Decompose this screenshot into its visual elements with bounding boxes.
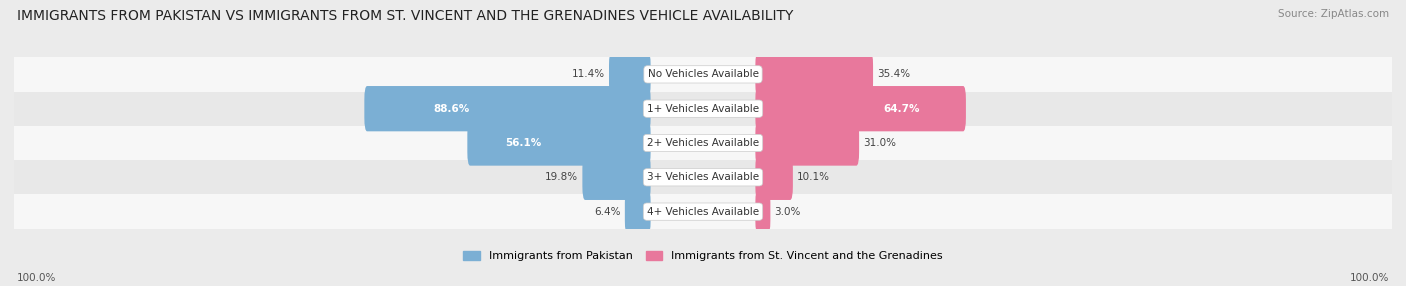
Text: No Vehicles Available: No Vehicles Available bbox=[648, 69, 758, 79]
Text: 4+ Vehicles Available: 4+ Vehicles Available bbox=[647, 207, 759, 217]
Text: 6.4%: 6.4% bbox=[595, 207, 620, 217]
Text: 1+ Vehicles Available: 1+ Vehicles Available bbox=[647, 104, 759, 114]
Text: 3+ Vehicles Available: 3+ Vehicles Available bbox=[647, 172, 759, 182]
Text: 11.4%: 11.4% bbox=[572, 69, 605, 79]
Text: 35.4%: 35.4% bbox=[877, 69, 910, 79]
FancyBboxPatch shape bbox=[624, 189, 651, 234]
FancyBboxPatch shape bbox=[14, 160, 1392, 194]
Text: IMMIGRANTS FROM PAKISTAN VS IMMIGRANTS FROM ST. VINCENT AND THE GRENADINES VEHIC: IMMIGRANTS FROM PAKISTAN VS IMMIGRANTS F… bbox=[17, 9, 793, 23]
FancyBboxPatch shape bbox=[755, 120, 859, 166]
FancyBboxPatch shape bbox=[14, 194, 1392, 229]
FancyBboxPatch shape bbox=[755, 189, 770, 234]
FancyBboxPatch shape bbox=[467, 120, 651, 166]
Text: 100.0%: 100.0% bbox=[17, 273, 56, 283]
FancyBboxPatch shape bbox=[364, 86, 651, 131]
Text: Source: ZipAtlas.com: Source: ZipAtlas.com bbox=[1278, 9, 1389, 19]
Text: 56.1%: 56.1% bbox=[505, 138, 541, 148]
Text: 100.0%: 100.0% bbox=[1350, 273, 1389, 283]
Text: 2+ Vehicles Available: 2+ Vehicles Available bbox=[647, 138, 759, 148]
Text: 19.8%: 19.8% bbox=[546, 172, 578, 182]
FancyBboxPatch shape bbox=[14, 92, 1392, 126]
FancyBboxPatch shape bbox=[14, 126, 1392, 160]
FancyBboxPatch shape bbox=[609, 52, 651, 97]
FancyBboxPatch shape bbox=[582, 155, 651, 200]
Text: 31.0%: 31.0% bbox=[863, 138, 896, 148]
Text: 88.6%: 88.6% bbox=[433, 104, 470, 114]
Text: 10.1%: 10.1% bbox=[797, 172, 830, 182]
Text: 3.0%: 3.0% bbox=[775, 207, 801, 217]
FancyBboxPatch shape bbox=[755, 52, 873, 97]
FancyBboxPatch shape bbox=[755, 155, 793, 200]
Text: 64.7%: 64.7% bbox=[883, 104, 920, 114]
FancyBboxPatch shape bbox=[14, 57, 1392, 92]
Legend: Immigrants from Pakistan, Immigrants from St. Vincent and the Grenadines: Immigrants from Pakistan, Immigrants fro… bbox=[463, 251, 943, 261]
FancyBboxPatch shape bbox=[755, 86, 966, 131]
